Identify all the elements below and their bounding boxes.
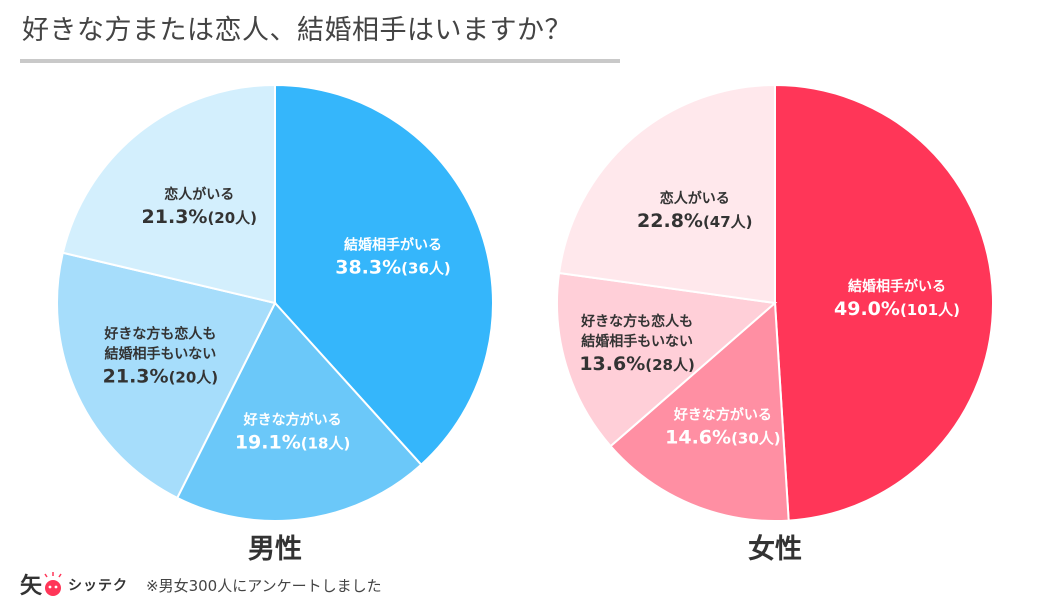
pie-label-count: (28人)	[645, 356, 695, 374]
title-underline	[20, 59, 620, 63]
page-title: 好きな方または恋人、結婚相手はいますか？	[22, 15, 572, 46]
pie-slice-1-0	[774, 83, 995, 522]
footer: 矢 シッテク ※男女300人にアンケートしました	[20, 567, 382, 603]
pie-label-category: 結婚相手がいる	[344, 237, 442, 254]
pie-slice-1-1	[609, 300, 790, 522]
pie-slice-0-3	[61, 83, 276, 305]
pie-label-category: 好きな方も恋人も	[580, 313, 693, 330]
pie-label-category: 恋人がいる	[164, 186, 234, 203]
pie-label-0-0: 結婚相手がいる 38.3%(36人)	[335, 237, 451, 279]
pie-charts: 結婚相手がいる 38.3%(36人) 好きな方がいる 19.1%(18人) 好きな方も恋…	[56, 83, 995, 565]
pie-label-category: 結婚相手がいる	[848, 278, 946, 295]
pie-slice-1-2	[556, 271, 778, 448]
pie-label-category: 結婚相手もいない	[581, 333, 693, 350]
pie-label-count: (30人)	[731, 430, 781, 448]
pie-label-percent: 13.6%	[579, 353, 645, 375]
pie-label-1-1: 好きな方がいる 14.6%(30人)	[665, 407, 781, 449]
pie-label-category: 好きな方も恋人も	[103, 326, 216, 343]
pie-label-count: (101人)	[900, 301, 960, 319]
pie-label-percent: 49.0%	[834, 298, 900, 320]
pie-label-count: (36人)	[401, 260, 451, 278]
pie-slice-0-1	[175, 301, 423, 522]
logo-face-icon	[45, 580, 61, 596]
pie-label-0-3: 恋人がいる 21.3%(20人)	[142, 186, 258, 228]
pie-label-percent: 21.3%	[142, 206, 208, 228]
pie-label-1-0: 結婚相手がいる 49.0%(101人)	[834, 278, 960, 320]
pie-label-count: (18人)	[301, 435, 351, 453]
pie-label-category: 恋人がいる	[660, 190, 730, 207]
logo-text: シッテク	[68, 578, 128, 594]
male-pie-chart: 結婚相手がいる 38.3%(36人) 好きな方がいる 19.1%(18人) 好きな方も恋…	[56, 83, 494, 565]
pie-slice-1-3	[557, 83, 776, 305]
pie-label-category: 好きな方がいる	[673, 407, 772, 424]
pie-label-percent: 22.8%	[637, 210, 703, 232]
pie-slice-0-0	[274, 83, 494, 467]
pie-label-0-1: 好きな方がいる 19.1%(18人)	[235, 412, 351, 454]
pie-label-percent: 14.6%	[665, 427, 731, 449]
pie-label-count: (20人)	[169, 369, 219, 387]
pie-label-percent: 38.3%	[335, 257, 401, 279]
pie-slice-0-2	[56, 251, 277, 500]
pie-label-1-3: 恋人がいる 22.8%(47人)	[637, 190, 753, 232]
pie-label-1-2: 好きな方も恋人も結婚相手もいない 13.6%(28人)	[579, 313, 695, 375]
male-chart-title: 男性	[248, 534, 302, 565]
pie-label-percent: 19.1%	[235, 432, 301, 454]
pie-label-0-2: 好きな方も恋人も結婚相手もいない 21.3%(20人)	[103, 326, 219, 388]
pie-label-percent: 21.3%	[103, 366, 169, 388]
survey-footnote: ※男女300人にアンケートしました	[146, 576, 382, 595]
logo: 矢 シッテク	[20, 568, 128, 602]
pie-label-count: (20人)	[207, 209, 257, 227]
logo-mark: 矢	[20, 572, 62, 599]
pie-label-category: 好きな方がいる	[243, 412, 342, 429]
logo-glyph: 矢	[20, 573, 43, 599]
female-chart-title: 女性	[748, 533, 802, 565]
pie-label-count: (47人)	[703, 213, 753, 231]
pie-label-category: 結婚相手もいない	[105, 346, 217, 363]
female-pie-chart: 結婚相手がいる 49.0%(101人) 好きな方がいる 14.6%(30人) 好きな方も…	[556, 83, 995, 565]
